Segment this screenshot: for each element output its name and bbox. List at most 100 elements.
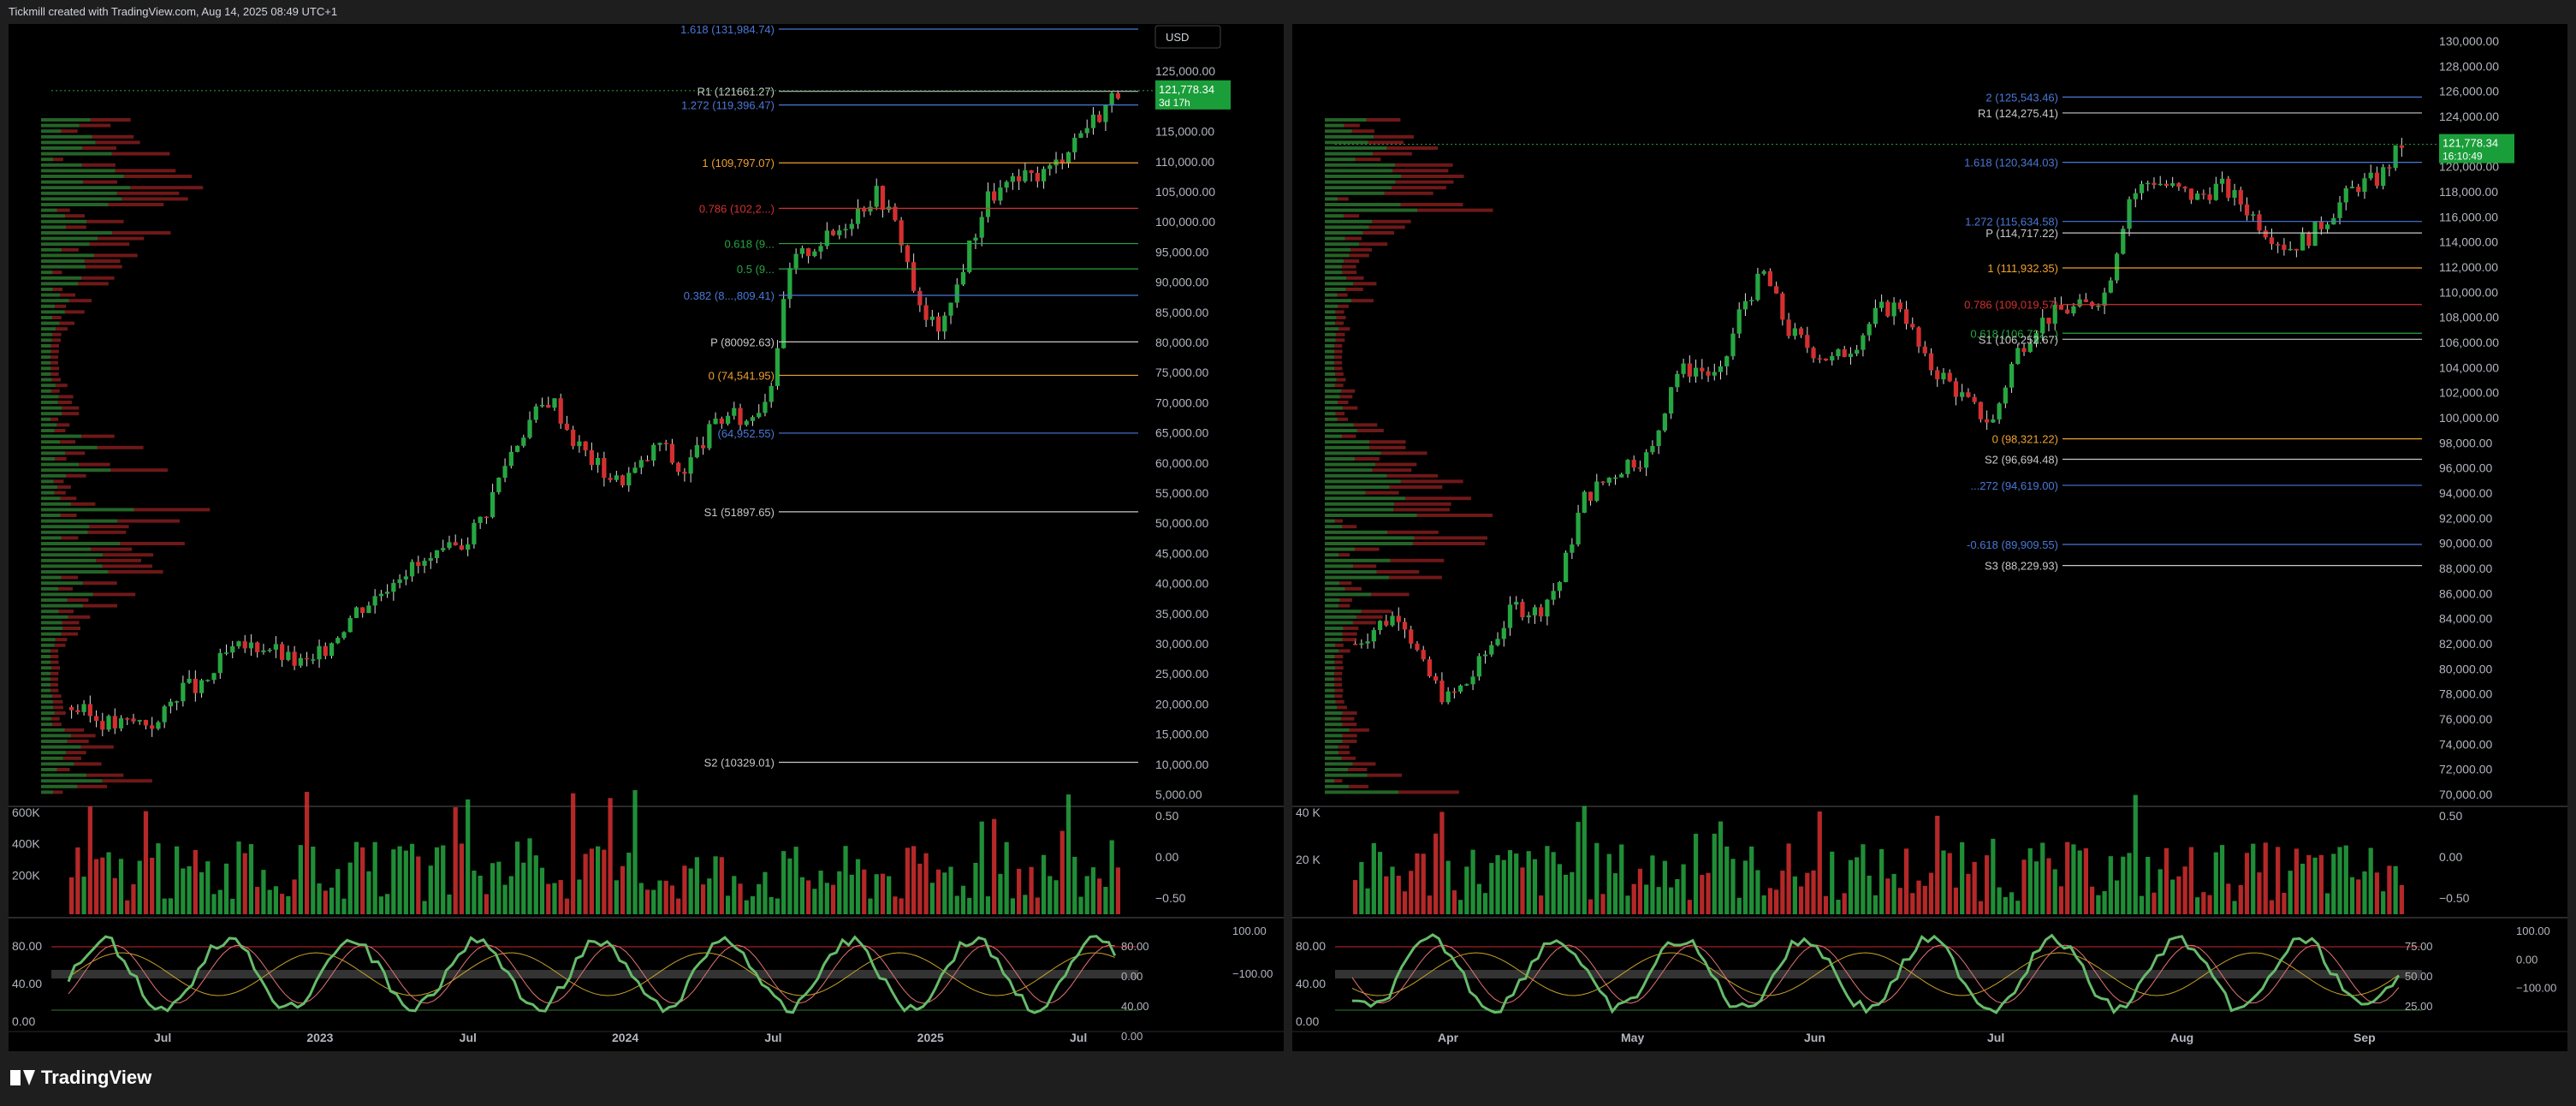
volume-profile-bar: [1325, 304, 1338, 308]
y-tick-label: 30,000.00: [1155, 637, 1208, 651]
right-chart-panel[interactable]: 130,000.00 128,000.00 126,000.00 124,000.00…: [1292, 24, 2567, 1051]
volume-profile-bar: [1362, 231, 1395, 235]
candle-body: [1811, 348, 1816, 359]
candle-body: [422, 561, 427, 566]
volume-bar: [1421, 853, 1426, 914]
volume-profile-bar: [41, 304, 56, 308]
candle-body: [242, 641, 247, 649]
volume-bar: [2133, 794, 2138, 914]
volume-bar: [596, 846, 601, 914]
volume-profile-bar: [1325, 253, 1350, 258]
volume-profile-bar: [1389, 575, 1442, 580]
left-chart-svg[interactable]: 130,000.00125,000.00120,000.00115,000.00…: [9, 24, 1284, 1051]
candle-body: [1625, 460, 1630, 474]
osc-extra-tick: 100.00: [2516, 925, 2550, 937]
volume-bar: [441, 845, 446, 914]
volume-bar: [1557, 864, 1562, 914]
x-tick-label: Jul: [764, 1031, 781, 1044]
fib-level-label: R1 (121661.27): [697, 86, 775, 98]
candle-body: [757, 413, 762, 418]
volume-bar: [162, 898, 167, 914]
candle-body: [1084, 128, 1089, 134]
candle-body: [1916, 327, 1921, 347]
volume-bar: [1470, 849, 1475, 914]
volume-profile-bar: [41, 401, 58, 404]
volume-profile-bar: [82, 604, 118, 608]
volume-profile-bar: [98, 236, 145, 241]
candle-body: [1991, 419, 1996, 423]
volume-bar: [2300, 863, 2306, 914]
candle-body: [564, 423, 570, 430]
volume-profile-bar: [41, 514, 61, 517]
candle-body: [1724, 356, 1730, 367]
volume-bar: [527, 838, 532, 914]
osc-right-tick: 0.00: [1121, 1030, 1143, 1043]
volume-bar: [181, 868, 186, 914]
volume-profile-bar: [41, 140, 96, 145]
volume-bar: [1780, 871, 1785, 914]
volume-profile-bar: [1325, 259, 1344, 263]
candle-body: [1997, 403, 2002, 419]
volume-bar: [2102, 891, 2107, 914]
volume-profile-bar: [1325, 236, 1345, 241]
candle-body: [2288, 248, 2293, 251]
y-tick-label: 90,000.00: [1155, 276, 1208, 289]
candle-body: [409, 562, 415, 577]
volume-bar: [2269, 900, 2275, 914]
volume-profile-bar: [52, 316, 62, 319]
volume-bar: [1109, 840, 1114, 914]
osc-extra-tick: 100.00: [1232, 925, 1267, 937]
volume-bar: [329, 887, 335, 914]
fib-level-label: S3 (88,229.93): [1985, 560, 2058, 573]
volume-bar: [347, 862, 353, 914]
volume-profile-bar: [56, 208, 70, 212]
volume-bar: [812, 889, 817, 914]
volume-profile-bar: [115, 169, 176, 173]
candle-body: [2318, 221, 2324, 229]
candle-body: [1564, 552, 1569, 582]
candle-body: [1464, 684, 1469, 686]
candle-body: [2381, 167, 2386, 187]
fib-level-label: 0.618 (9...: [724, 238, 775, 251]
right-chart-svg[interactable]: 130,000.00 128,000.00 126,000.00 124,000.00…: [1292, 24, 2567, 1051]
volume-profile-bar: [1338, 604, 1350, 608]
candle-body: [2163, 183, 2169, 187]
volume-right-tick: 0.50: [1155, 809, 1178, 823]
volume-profile-bar: [1368, 140, 1404, 145]
left-chart-panel[interactable]: 130,000.00125,000.00120,000.00115,000.00…: [9, 24, 1284, 1051]
volume-bar: [806, 880, 811, 914]
volume-bar: [1978, 901, 1983, 914]
volume-profile-bar: [1325, 349, 1335, 354]
volume-bar: [1078, 896, 1083, 914]
volume-profile-bar: [56, 423, 70, 427]
volume-profile-bar: [41, 316, 53, 319]
candle-body: [620, 475, 626, 486]
volume-bar: [1700, 875, 1705, 914]
tradingview-logo: TradingView: [10, 1067, 151, 1089]
volume-profile-bar: [1325, 332, 1336, 336]
volume-bar: [874, 874, 879, 914]
volume-bar: [521, 862, 526, 914]
volume-profile-bar: [1338, 197, 1349, 201]
volume-profile-bar: [1325, 134, 1374, 139]
volume-profile-bar: [102, 564, 153, 568]
candle-body: [1650, 446, 1655, 453]
fib-level-label: R1 (124,275.41): [1978, 107, 2058, 120]
volume-bar: [409, 843, 415, 914]
volume-profile-bar: [41, 462, 80, 467]
candle-body: [236, 641, 241, 647]
x-tick-label: 2024: [612, 1031, 638, 1044]
candle-body: [2213, 183, 2218, 200]
volume-bar: [472, 871, 477, 914]
candle-body: [372, 596, 377, 606]
volume-profile-bar: [41, 293, 61, 297]
volume-profile-bar: [41, 615, 68, 619]
candle-body: [1072, 137, 1077, 152]
volume-profile-bar: [1325, 542, 1413, 545]
candle-body: [1109, 92, 1114, 105]
candle-body: [2368, 172, 2373, 179]
volume-bar: [2071, 844, 2076, 914]
volume-bar: [2195, 897, 2200, 914]
volume-bar: [75, 847, 80, 914]
volume-profile-bar: [41, 784, 78, 788]
